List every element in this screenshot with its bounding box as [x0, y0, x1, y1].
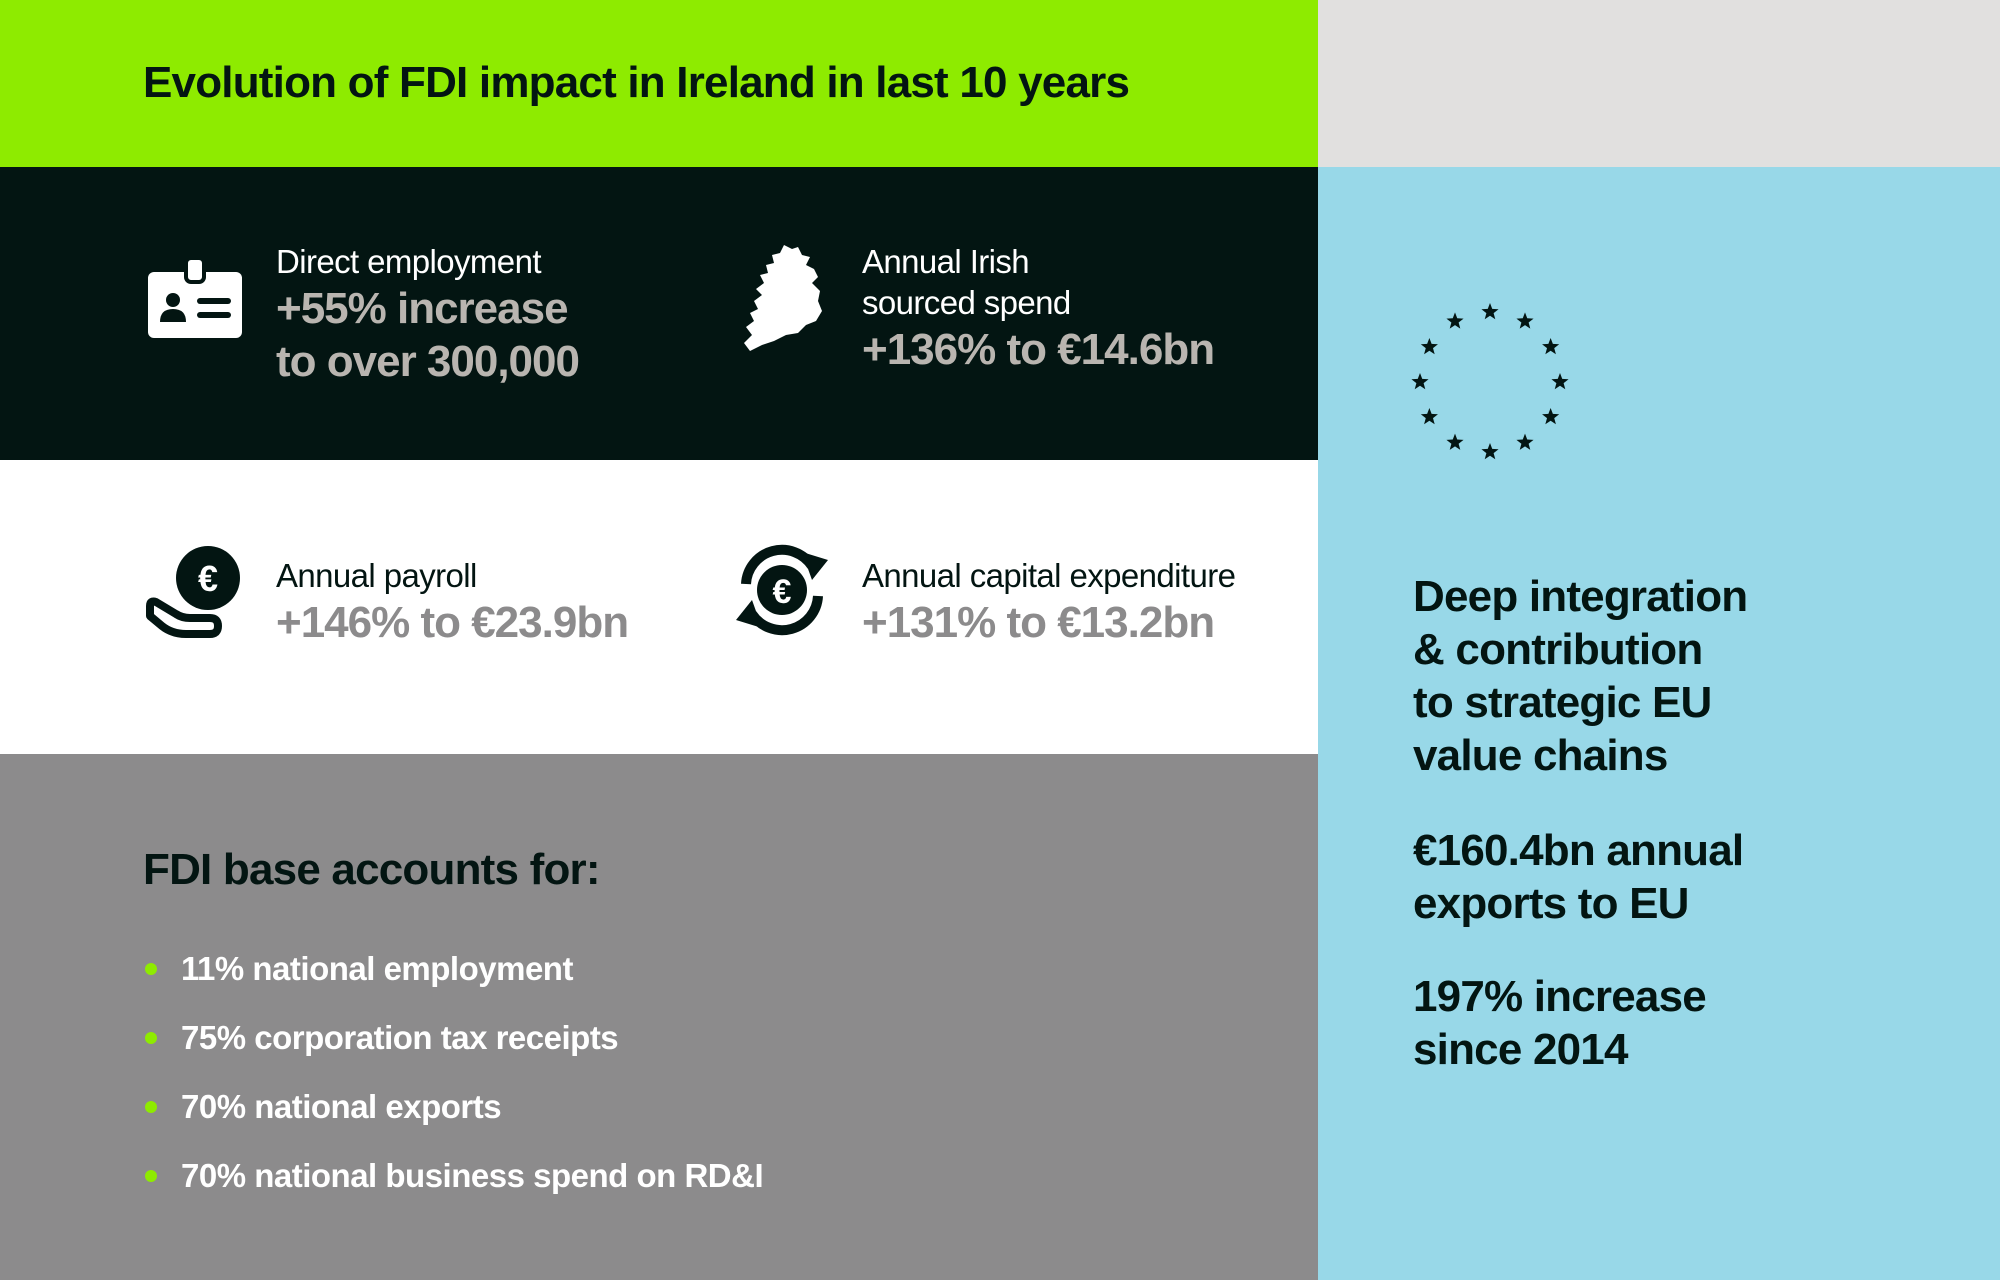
- list-item-text: 70% national business spend on RD&I: [181, 1157, 764, 1194]
- stat-value: to over 300,000: [276, 337, 580, 386]
- bullet-dot: [145, 1032, 157, 1044]
- eu-star: [1420, 408, 1438, 425]
- fdi-base-heading: FDI base accounts for:: [143, 845, 601, 894]
- list-item: 11% national employment: [143, 944, 763, 1013]
- eu-exports-line: exports to EU: [1413, 879, 1689, 928]
- eu-integration-line: Deep integration: [1413, 572, 1748, 621]
- eu-star: [1481, 303, 1499, 320]
- euro-cycle-arrows-icon: €: [732, 540, 832, 640]
- bullet-dot: [145, 963, 157, 975]
- list-item-text: 70% national exports: [181, 1088, 502, 1125]
- eu-stars-icon: [1410, 302, 1570, 462]
- header-band: [0, 0, 1318, 167]
- eu-star: [1516, 312, 1534, 329]
- list-item-text: 11% national employment: [181, 950, 573, 987]
- eu-star: [1411, 373, 1429, 390]
- bullet-dot: [145, 1101, 157, 1113]
- eu-star: [1446, 433, 1464, 450]
- eu-star: [1516, 433, 1534, 450]
- fdi-base-panel: [0, 754, 1318, 1280]
- stat-label: Direct employment: [276, 243, 541, 280]
- eu-star: [1481, 443, 1499, 460]
- eu-integration-line: to strategic EU: [1413, 678, 1712, 727]
- stat-irish-sourced-spend: Annual Irish sourced spend +136% to €14.…: [862, 241, 1215, 376]
- eu-star: [1542, 408, 1560, 425]
- stat-label: sourced spend: [862, 284, 1071, 321]
- stat-direct-employment: Direct employment +55% increase to over …: [276, 241, 580, 388]
- stat-label: Annual Irish: [862, 243, 1030, 280]
- stat-value: +146% to €23.9bn: [276, 598, 629, 647]
- svg-text:€: €: [773, 573, 792, 611]
- stat-label: Annual capital expenditure: [862, 557, 1236, 594]
- eu-exports-line: €160.4bn annual: [1413, 826, 1744, 875]
- eu-star: [1420, 338, 1438, 355]
- stat-value: +131% to €13.2bn: [862, 598, 1215, 647]
- eu-integration-line: & contribution: [1413, 625, 1703, 674]
- bullet-dot: [145, 1170, 157, 1182]
- eu-increase-line: 197% increase: [1413, 972, 1707, 1021]
- eu-integration-text: Deep integration & contribution to strat…: [1413, 570, 1748, 782]
- eu-star: [1551, 373, 1569, 390]
- eu-integration-line: value chains: [1413, 731, 1668, 780]
- stat-capital-expenditure: Annual capital expenditure +131% to €13.…: [862, 555, 1236, 649]
- eu-increase-line: since 2014: [1413, 1025, 1628, 1074]
- eu-star: [1542, 338, 1560, 355]
- list-item: 70% national exports: [143, 1082, 763, 1151]
- corner-panel: [1318, 0, 2000, 167]
- eu-exports-text: €160.4bn annual exports to EU: [1413, 824, 1744, 930]
- page-title: Evolution of FDI impact in Ireland in la…: [143, 58, 1130, 107]
- stat-annual-payroll: Annual payroll +146% to €23.9bn: [276, 555, 629, 649]
- fdi-base-list: 11% national employment 75% corporation …: [143, 944, 764, 1220]
- eu-increase-text: 197% increase since 2014: [1413, 970, 1707, 1076]
- stat-value: +136% to €14.6bn: [862, 325, 1215, 374]
- euro-coin-hand-icon: €: [146, 544, 246, 640]
- ireland-map-icon: [740, 243, 824, 353]
- list-item: 70% national business spend on RD&I: [143, 1151, 764, 1220]
- stat-label: Annual payroll: [276, 557, 477, 594]
- eu-panel: [1318, 167, 2000, 1280]
- stat-value: +55% increase: [276, 284, 569, 333]
- list-item: 75% corporation tax receipts: [143, 1013, 763, 1082]
- eu-star: [1446, 312, 1464, 329]
- id-badge-icon: [147, 256, 243, 338]
- list-item-text: 75% corporation tax receipts: [181, 1019, 619, 1056]
- svg-text:€: €: [198, 558, 218, 599]
